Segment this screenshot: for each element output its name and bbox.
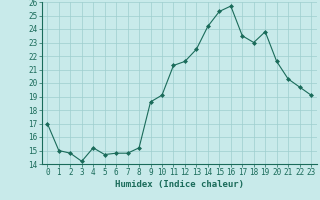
- X-axis label: Humidex (Indice chaleur): Humidex (Indice chaleur): [115, 180, 244, 189]
